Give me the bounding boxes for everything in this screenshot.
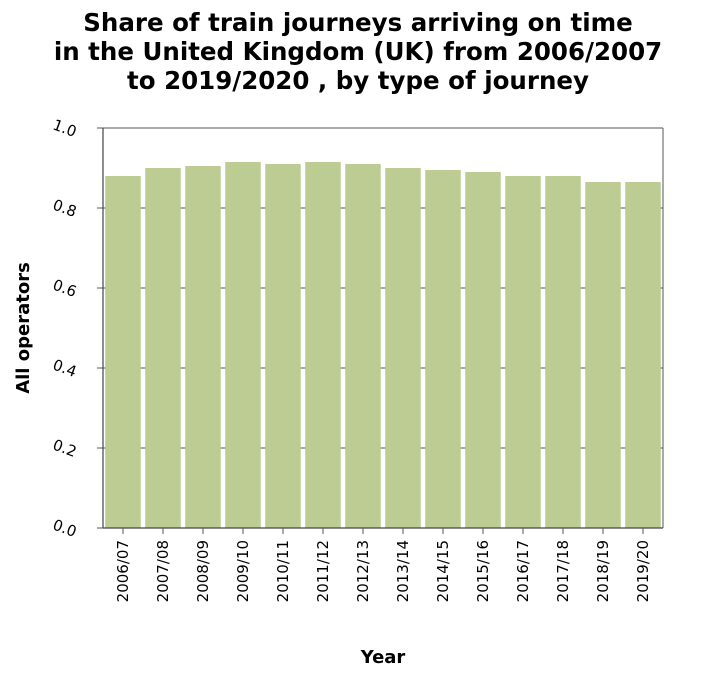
bar-2010-11 xyxy=(265,164,301,528)
bar-2008-09 xyxy=(185,166,221,528)
x-axis-label: Year xyxy=(360,647,406,668)
y-tick-label: 0.4 xyxy=(50,356,79,381)
bar-2019-20 xyxy=(625,182,661,528)
x-tick-label: 2008/09 xyxy=(194,540,212,602)
y-axis-ticks: 0.0 0.2 0.4 0.6 0.8 1.0 xyxy=(50,116,103,541)
chart-title: Share of train journeys arriving on time… xyxy=(53,8,663,95)
bar-2016-17 xyxy=(505,176,541,528)
x-tick-label: 2013/14 xyxy=(394,540,412,602)
x-tick-label: 2007/08 xyxy=(154,540,172,602)
bars-group xyxy=(105,162,661,528)
bar-2017-18 xyxy=(545,176,581,528)
y-axis-label: All operators xyxy=(13,262,34,394)
y-tick-label: 0.0 xyxy=(50,516,79,541)
x-tick-label: 2015/16 xyxy=(474,540,492,602)
x-tick-label: 2012/13 xyxy=(354,540,372,602)
bar-2013-14 xyxy=(385,168,421,528)
x-tick-label: 2010/11 xyxy=(274,540,292,602)
y-tick-label: 0.2 xyxy=(50,436,79,461)
x-tick-label: 2011/12 xyxy=(314,540,332,602)
bar-2006-07 xyxy=(105,176,141,528)
x-tick-label: 2018/19 xyxy=(594,540,612,602)
bar-2014-15 xyxy=(425,170,461,528)
bar-2011-12 xyxy=(305,162,341,528)
x-axis-ticks: 2006/07 2007/08 2008/09 2009/10 2010/11 2011/… xyxy=(114,528,652,602)
y-tick-label: 0.6 xyxy=(50,276,79,301)
x-tick-label: 2017/18 xyxy=(554,540,572,602)
x-tick-label: 2009/10 xyxy=(234,540,252,602)
y-tick-label: 1.0 xyxy=(50,116,79,141)
x-tick-label: 2019/20 xyxy=(634,540,652,602)
bar-2009-10 xyxy=(225,162,261,528)
bar-2007-08 xyxy=(145,168,181,528)
bar-2012-13 xyxy=(345,164,381,528)
x-tick-label: 2016/17 xyxy=(514,540,532,602)
y-tick-label: 0.8 xyxy=(50,196,79,221)
axes xyxy=(102,127,664,529)
x-tick-label: 2014/15 xyxy=(434,540,452,602)
bar-2015-16 xyxy=(465,172,501,528)
bar-2018-19 xyxy=(585,182,621,528)
x-tick-label: 2006/07 xyxy=(114,540,132,602)
